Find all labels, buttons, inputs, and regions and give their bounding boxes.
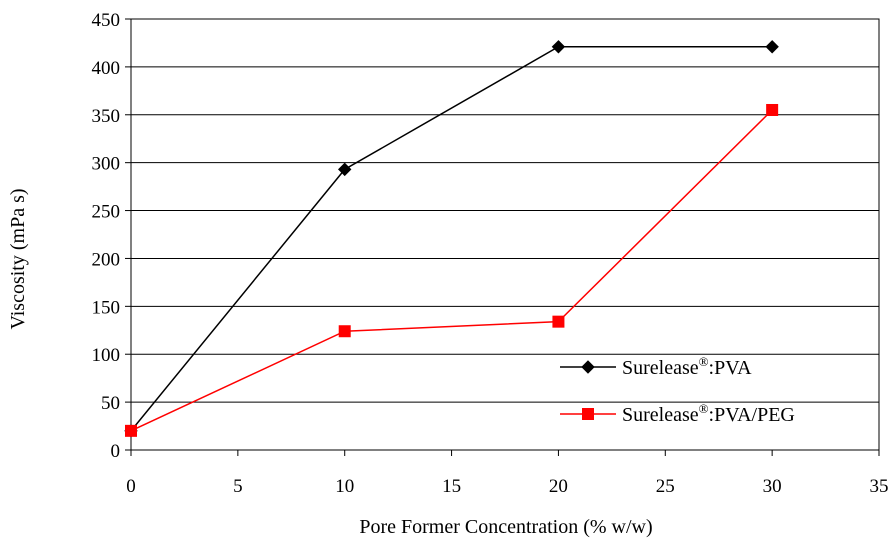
legend-item-1-marker: [581, 360, 595, 374]
y-tick-label-450: 450: [92, 10, 121, 31]
legend-item-2-marker: [582, 408, 594, 420]
x-tick-label-0: 0: [126, 476, 136, 497]
x-tick-labels: 0 5 10 15 20 25 30 35: [126, 476, 888, 497]
series-1-line: [130, 46, 773, 432]
legend: Surelease®:PVA Surelease®:PVA/PEG: [560, 354, 795, 426]
data-series: [124, 40, 779, 438]
y-tick-label-150: 150: [92, 297, 121, 318]
series-2-line: [130, 109, 773, 432]
y-tick-label-300: 300: [92, 154, 121, 175]
series-2-point-0: [125, 424, 137, 437]
y-tick-label-250: 250: [92, 202, 121, 223]
x-tick-label-10: 10: [335, 476, 354, 497]
x-tick-label-15: 15: [442, 476, 461, 497]
plot-border: [130, 18, 880, 451]
series-1-point-10: [338, 162, 352, 177]
y-tick-labels: 0 50 100 150 200 250 300 350 400 450: [92, 10, 121, 462]
series-2-point-30: [766, 103, 779, 116]
y-axis-title: Viscosity (mPa s): [7, 188, 29, 329]
y-tick-label-100: 100: [92, 345, 121, 366]
gridlines: [131, 66, 879, 403]
series-1-point-30: [765, 40, 779, 54]
legend-item-1-label: Surelease®:PVA: [622, 354, 752, 379]
series-2-point-20: [552, 315, 565, 328]
legend-item-2-label: Surelease®:PVA/PEG: [622, 401, 795, 426]
axes: [125, 18, 880, 456]
x-tick-label-25: 25: [656, 476, 675, 497]
x-axis-title: Pore Former Concentration (% w/w): [359, 516, 652, 538]
y-tick-label-200: 200: [92, 249, 121, 270]
y-tick-label-0: 0: [111, 441, 121, 462]
x-tick-label-35: 35: [870, 476, 889, 497]
series-1-point-20: [551, 40, 566, 54]
x-tick-label-30: 30: [763, 476, 782, 497]
y-tick-label-400: 400: [92, 58, 121, 79]
x-tick-label-5: 5: [233, 476, 243, 497]
y-tick-label-350: 350: [92, 106, 121, 127]
y-tick-label-50: 50: [101, 393, 120, 414]
x-tick-label-20: 20: [549, 476, 568, 497]
series-2-point-10: [338, 325, 351, 338]
